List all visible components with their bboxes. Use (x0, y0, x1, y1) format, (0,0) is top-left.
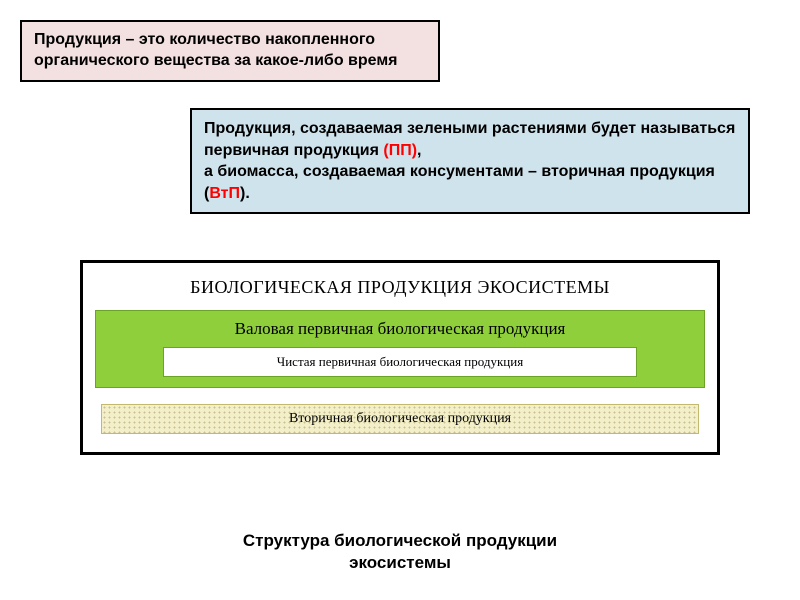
bar-gross-label: Валовая первичная биологическая продукци… (96, 319, 704, 339)
abbr-vtp: ВтП (209, 185, 240, 202)
bar-net-primary: Чистая первичная биологическая продукция (163, 347, 637, 377)
caption-line2: экосистемы (349, 553, 451, 572)
bar-net-label: Чистая первичная биологическая продукция (277, 354, 523, 369)
box2-paren-close: ). (240, 185, 250, 202)
bar-gross-primary: Валовая первичная биологическая продукци… (95, 310, 705, 388)
caption-line1: Структура биологической продукции (243, 531, 557, 550)
box2-text-comma: , (417, 142, 421, 159)
bar-secondary-label: Вторичная биологическая продукция (289, 411, 511, 426)
box2-text-part2: а биомасса, создаваемая консументами – в… (204, 163, 715, 180)
box2-text-part1: Продукция, создаваемая зелеными растения… (204, 120, 735, 159)
definition-box-production: Продукция – это количество накопленного … (20, 20, 440, 82)
definition-text: Продукция – это количество накопленного … (34, 31, 398, 69)
definition-box-primary-secondary: Продукция, создаваемая зелеными растения… (190, 108, 750, 214)
diagram-frame: БИОЛОГИЧЕСКАЯ ПРОДУКЦИЯ ЭКОСИСТЕМЫ Валов… (80, 260, 720, 455)
bar-secondary: Вторичная биологическая продукция (101, 404, 699, 434)
abbr-pp: (ПП) (383, 142, 417, 159)
diagram-title: БИОЛОГИЧЕСКАЯ ПРОДУКЦИЯ ЭКОСИСТЕМЫ (95, 277, 705, 298)
figure-caption: Структура биологической продукции экосис… (0, 530, 800, 574)
